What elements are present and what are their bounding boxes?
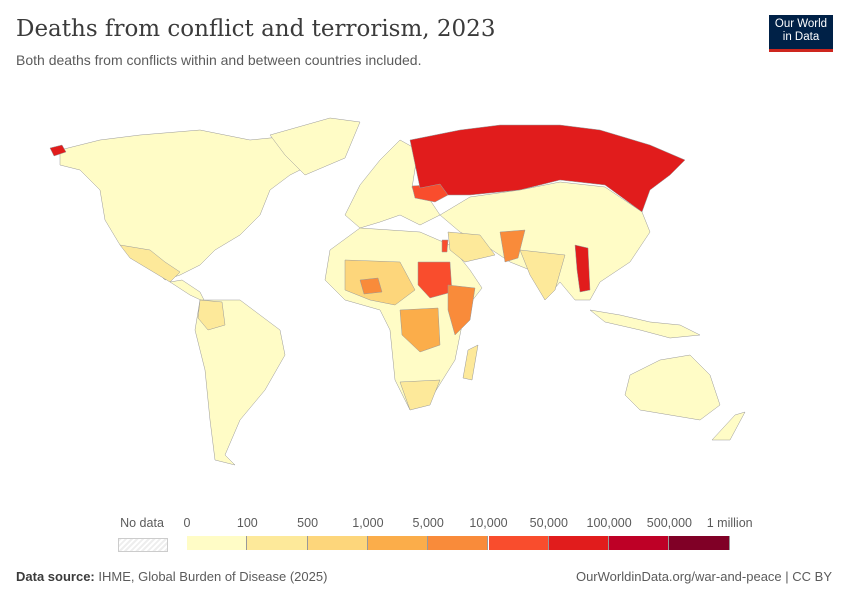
israel-palestine — [441, 239, 449, 253]
central-america — [169, 279, 206, 303]
burkina-faso — [359, 277, 383, 295]
india — [519, 249, 566, 301]
new-zealand — [711, 411, 746, 441]
color-legend: No data 0 100 500 1,000 5,000 10,000 50,000 100… — [110, 516, 760, 556]
colombia — [197, 299, 226, 331]
legend-no-data-label: No data — [120, 516, 164, 530]
legend-tick-label: 100 — [236, 516, 258, 530]
southern-africa — [399, 379, 441, 411]
logo-line2: in Data — [782, 31, 820, 43]
sudan — [417, 261, 453, 299]
legend-bin[interactable] — [428, 536, 489, 550]
australia — [624, 354, 721, 421]
legend-tick-label: 500,000 — [646, 516, 692, 530]
world-map[interactable] — [0, 90, 850, 510]
drc — [399, 307, 441, 353]
legend-no-data-swatch — [118, 538, 168, 552]
source-label: Data source: — [16, 569, 95, 584]
legend-tick-label: 5,000 — [412, 516, 444, 530]
owid-logo[interactable]: Our World in Data — [769, 15, 833, 52]
legend-bin[interactable] — [247, 536, 308, 550]
legend-bin[interactable] — [669, 536, 730, 550]
ethiopia-somalia — [447, 284, 476, 336]
chart-title: Deaths from conflict and terrorism, 2023 — [16, 16, 496, 42]
legend-bin[interactable] — [548, 536, 610, 550]
legend-bin[interactable] — [187, 536, 248, 550]
source-text: IHME, Global Burden of Disease (2025) — [98, 569, 328, 584]
russia-chukotka — [49, 144, 67, 157]
russia — [409, 124, 686, 213]
legend-tick-label: 500 — [297, 516, 319, 530]
legend-tick-label: 50,000 — [529, 516, 568, 530]
footer-link[interactable]: OurWorldinData.org/war-and-peace | CC BY — [575, 569, 832, 584]
indonesia — [589, 309, 701, 339]
legend-tick-label: 1,000 — [352, 516, 384, 530]
pakistan-afghanistan — [499, 229, 526, 263]
greenland — [269, 117, 361, 176]
sahel — [344, 259, 416, 306]
legend-tick-label: 10,000 — [469, 516, 508, 530]
chart-subtitle: Both deaths from conflicts within and be… — [16, 52, 422, 68]
north-america — [59, 129, 326, 281]
myanmar — [574, 244, 591, 293]
madagascar — [462, 344, 479, 381]
logo-line1: Our World — [774, 18, 828, 30]
legend-bin[interactable] — [488, 536, 549, 550]
legend-bin[interactable] — [307, 536, 368, 550]
legend-tick-label: 1 million — [706, 516, 753, 530]
south-america — [194, 299, 286, 466]
data-source: Data source: IHME, Global Burden of Dise… — [16, 569, 327, 584]
mexico — [119, 244, 181, 283]
legend-bin[interactable] — [367, 536, 429, 550]
legend-bin[interactable] — [609, 536, 670, 550]
legend-tick-label: 0 — [183, 516, 191, 530]
legend-tick-label: 100,000 — [586, 516, 632, 530]
middle-east — [447, 231, 496, 263]
